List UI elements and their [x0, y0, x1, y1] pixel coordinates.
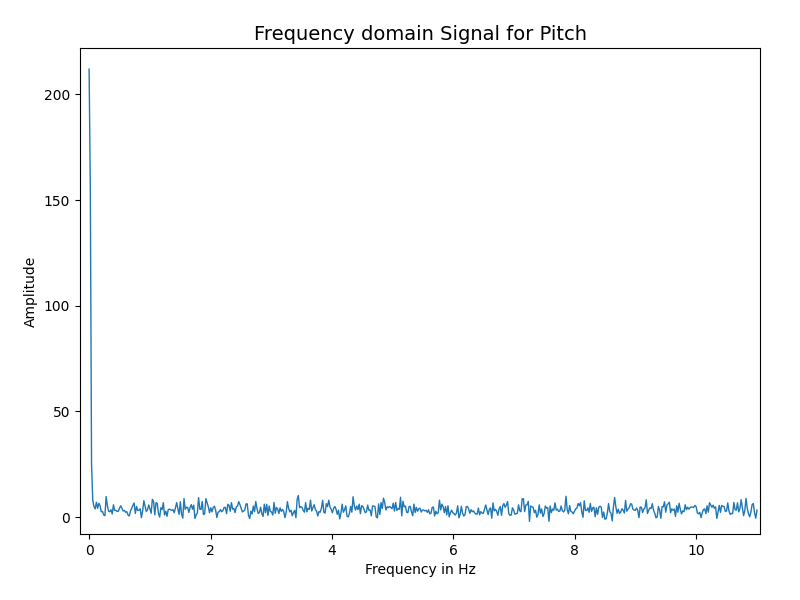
X-axis label: Frequency in Hz: Frequency in Hz [365, 563, 475, 577]
Title: Frequency domain Signal for Pitch: Frequency domain Signal for Pitch [254, 25, 586, 44]
Y-axis label: Amplitude: Amplitude [24, 256, 38, 326]
